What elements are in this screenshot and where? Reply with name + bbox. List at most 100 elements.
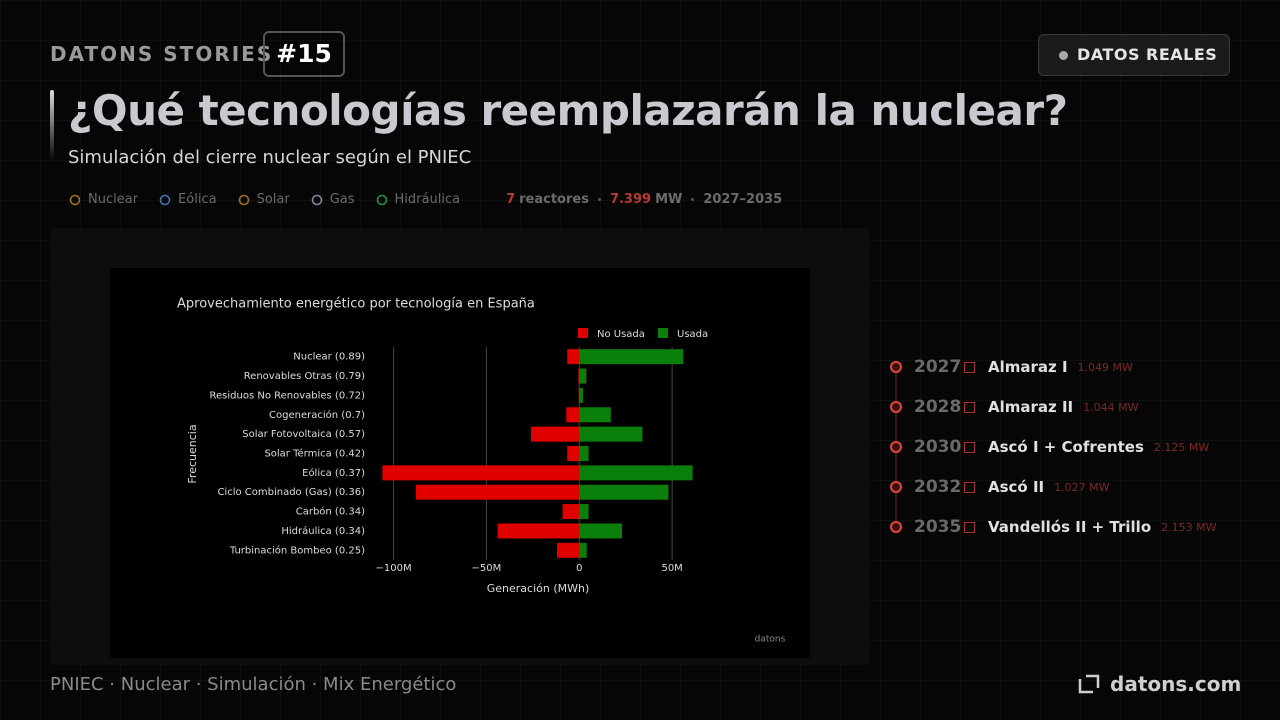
closure-icon (964, 361, 975, 373)
icon-shape (311, 194, 323, 205)
closure-icon (964, 481, 975, 493)
bar (562, 504, 580, 520)
y-tick-label: Cogeneración (0.7) (269, 409, 365, 421)
icon-shape (376, 194, 387, 205)
stat-power: 7.399 (609, 192, 652, 207)
timeline-item: 2035 Vandellós II + Trillo 2.153 MW (885, 512, 1216, 542)
plant-power: 1.049 MW (1077, 360, 1133, 374)
plant-name: Almaraz I (988, 358, 1068, 376)
tech-legend-label: Eólica (178, 192, 217, 207)
timeline-year: 2030 (914, 437, 962, 457)
plant-power: 1.044 MW (1083, 400, 1139, 414)
y-axis-label: Frecuencia (186, 424, 199, 483)
bar (579, 387, 583, 403)
timeline-dot (890, 401, 902, 413)
x-axis-label: Generación (MWh) (487, 582, 590, 595)
timeline-year: 2027 (914, 357, 962, 377)
status-label: DATOS REALES (1077, 45, 1218, 64)
tech-legend-label: Solar (256, 192, 290, 207)
x-tick-label: −50M (472, 563, 502, 574)
bar (579, 349, 684, 365)
y-tick-label: Hidráulica (0.34) (281, 525, 365, 537)
icon-shape (238, 194, 249, 205)
bar (579, 523, 622, 539)
plant-power: 1.027 MW (1054, 480, 1110, 494)
tech-legend-label: Hidráulica (394, 192, 461, 207)
tech-legend-item: Hidráulica (375, 192, 461, 207)
x-tick-label: −100M (376, 563, 412, 574)
tech-legend-item: Gas (310, 192, 355, 207)
legend-label: No Usada (597, 329, 645, 340)
icon-shape (159, 194, 171, 205)
bar (579, 426, 643, 442)
bar (567, 349, 580, 365)
bar (382, 465, 580, 481)
footer-site: datons.com (1110, 672, 1242, 696)
timeline-dot (890, 481, 902, 493)
tech-icon (311, 194, 323, 205)
bar (578, 368, 580, 384)
bar (579, 542, 587, 558)
tech-legend-item: Solar (237, 192, 290, 207)
bar (557, 542, 580, 558)
legend-swatch (578, 328, 588, 338)
plant-power: 2.125 MW (1153, 440, 1210, 454)
logo (1078, 674, 1100, 694)
watermark: datons (755, 635, 786, 645)
bar (567, 446, 580, 461)
closure-icon (964, 401, 975, 413)
timeline-year: 2032 (914, 477, 962, 497)
tech-legend-label: Gas (329, 192, 355, 207)
stat-period: 2027–2035 (703, 192, 783, 207)
timeline-item: 2032 Ascó II 1.027 MW (885, 472, 1109, 502)
bar (497, 523, 580, 539)
timeline-item: 2027 Almaraz I 1.049 MW (885, 352, 1133, 382)
separator (691, 198, 695, 201)
y-tick-label: Residuos No Renovables (0.72) (210, 390, 366, 401)
brand: DATONS STORIES (50, 42, 274, 66)
chart-title: Aprovechamiento energético por tecnologí… (177, 297, 535, 312)
tech-icon (69, 194, 81, 205)
timeline-dot (890, 441, 902, 453)
tech-legend-label: Nuclear (88, 192, 139, 207)
stat-reactors-label: reactores (519, 192, 589, 207)
y-tick-label: Solar Térmica (0.42) (264, 448, 365, 460)
bar (579, 446, 589, 461)
tech-icon (159, 194, 171, 205)
y-tick-label: Ciclo Combinado (Gas) (0.36) (217, 487, 365, 498)
stat-power-unit: MW (655, 192, 683, 207)
tech-legend: Nuclear Eólica Solar Gas Hidráulica 7 reactore… (68, 192, 782, 207)
legend-label: Usada (677, 329, 708, 340)
y-tick-label: Turbinación Bombeo (0.25) (229, 544, 365, 556)
bar (415, 484, 580, 500)
bar (579, 368, 587, 384)
closure-timeline: 2027 Almaraz I 1.049 MW 2028 Almaraz II 1.044… (885, 350, 1265, 550)
y-tick-label: Eólica (0.37) (302, 467, 365, 479)
bar (531, 426, 580, 442)
timeline-item: 2028 Almaraz II 1.044 MW (885, 392, 1139, 422)
timeline-dot (890, 521, 902, 533)
bar (579, 484, 669, 500)
closure-icon (964, 441, 975, 453)
bar (578, 387, 580, 403)
plant-name: Almaraz II (988, 398, 1074, 416)
y-tick-label: Renovables Otras (0.79) (244, 371, 365, 382)
plot-background (110, 268, 810, 658)
timeline-dot (890, 361, 902, 373)
tech-icon (238, 194, 249, 205)
tech-legend-item: Nuclear (68, 192, 138, 207)
timeline-item: 2030 Ascó I + Cofrentes 2.125 MW (885, 432, 1209, 462)
y-tick-label: Solar Fotovoltaica (0.57) (242, 429, 365, 440)
separator (597, 198, 601, 201)
tech-icon (376, 194, 387, 205)
bar (579, 407, 611, 423)
bar (566, 407, 580, 423)
title-accent (50, 90, 54, 160)
x-tick-label: 50M (661, 563, 682, 574)
legend-swatch (658, 328, 668, 338)
plant-name: Ascó I + Cofrentes (988, 438, 1144, 456)
page-title: ¿Qué tecnologías reemplazarán la nuclear… (68, 86, 1068, 135)
page-subtitle: Simulación del cierre nuclear según el P… (68, 147, 472, 168)
